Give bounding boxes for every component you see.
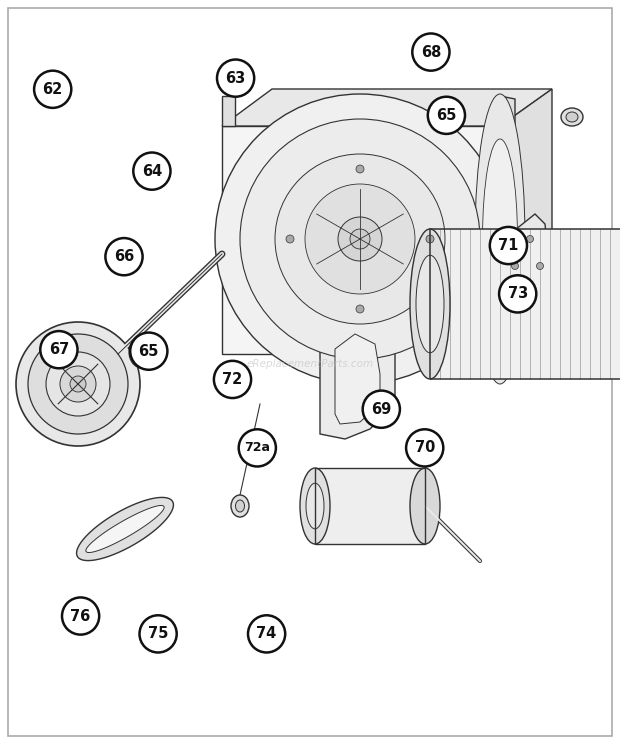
Circle shape [16,322,140,446]
Polygon shape [222,126,500,354]
Circle shape [62,597,99,635]
Text: 73: 73 [508,286,528,301]
Ellipse shape [475,94,525,384]
Circle shape [286,235,294,243]
Circle shape [499,275,536,312]
Polygon shape [335,334,380,424]
Polygon shape [86,505,164,553]
Text: eReplacementParts.com: eReplacementParts.com [246,359,374,369]
Ellipse shape [410,229,450,379]
Polygon shape [76,498,174,561]
Circle shape [363,391,400,428]
Ellipse shape [231,495,249,517]
Ellipse shape [561,108,583,126]
Ellipse shape [566,112,578,122]
Circle shape [426,235,434,243]
Text: 68: 68 [421,45,441,60]
Circle shape [60,366,96,402]
Circle shape [105,238,143,275]
Circle shape [305,184,415,294]
Polygon shape [222,96,235,126]
Circle shape [356,305,364,313]
Text: 66: 66 [114,249,134,264]
Circle shape [412,33,450,71]
Circle shape [248,615,285,652]
Polygon shape [430,229,620,379]
Polygon shape [315,468,425,544]
Ellipse shape [236,500,244,512]
Ellipse shape [306,483,324,529]
Ellipse shape [129,336,155,368]
Circle shape [526,236,533,243]
Circle shape [406,429,443,466]
Circle shape [240,119,480,359]
Ellipse shape [482,139,518,339]
Circle shape [140,615,177,652]
Circle shape [34,71,71,108]
Text: 62: 62 [43,82,63,97]
Circle shape [46,352,110,416]
Circle shape [512,263,518,269]
Text: 74: 74 [257,626,277,641]
Circle shape [536,263,544,269]
Circle shape [350,229,370,249]
Ellipse shape [135,343,149,361]
Polygon shape [500,89,552,354]
Circle shape [133,153,171,190]
Text: 63: 63 [226,71,246,86]
Circle shape [215,94,505,384]
Ellipse shape [300,468,330,544]
Circle shape [275,154,445,324]
Circle shape [428,97,465,134]
Text: 76: 76 [71,609,91,623]
Polygon shape [505,214,548,294]
Polygon shape [320,314,395,439]
Circle shape [214,361,251,398]
Ellipse shape [410,468,440,544]
Circle shape [239,429,276,466]
Polygon shape [500,96,515,126]
Polygon shape [222,89,552,126]
Text: 71: 71 [498,238,518,253]
Text: 65: 65 [139,344,159,359]
Text: 72: 72 [223,372,242,387]
Text: 69: 69 [371,402,391,417]
Text: 75: 75 [148,626,168,641]
Text: 72a: 72a [244,441,270,455]
Ellipse shape [416,255,444,353]
Circle shape [70,376,86,392]
Text: 65: 65 [436,108,456,123]
Circle shape [490,227,527,264]
Circle shape [28,334,128,434]
Circle shape [40,331,78,368]
Text: 70: 70 [415,440,435,455]
Circle shape [217,60,254,97]
Text: 64: 64 [142,164,162,179]
Circle shape [338,217,382,261]
Circle shape [130,333,167,370]
Circle shape [356,165,364,173]
Text: 67: 67 [49,342,69,357]
